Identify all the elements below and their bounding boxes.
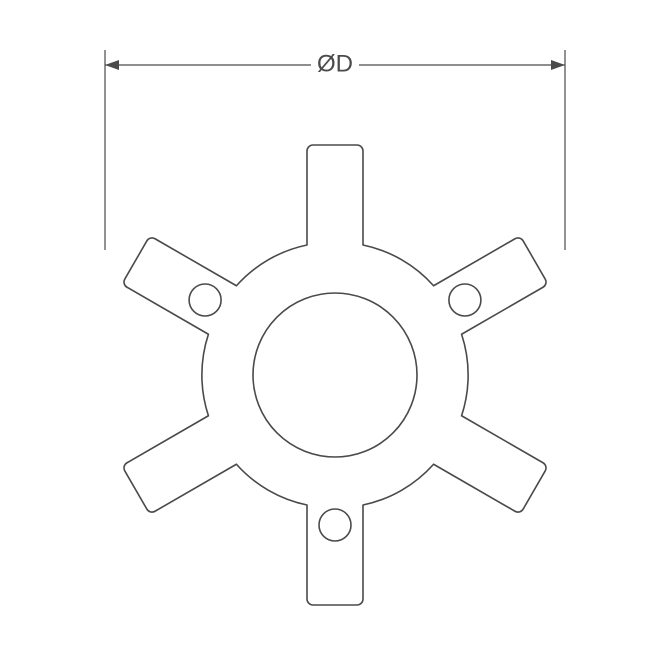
spider-outline <box>124 145 546 605</box>
pin-hole <box>189 284 221 316</box>
coupling-spider <box>124 145 546 605</box>
pin-hole <box>319 509 351 541</box>
dimension-arrowhead <box>551 60 565 70</box>
dimension-arrowhead <box>105 60 119 70</box>
dimension-diameter: ØD <box>105 50 565 250</box>
center-bore <box>253 293 417 457</box>
pin-hole <box>449 284 481 316</box>
dimension-label: ØD <box>317 50 353 77</box>
